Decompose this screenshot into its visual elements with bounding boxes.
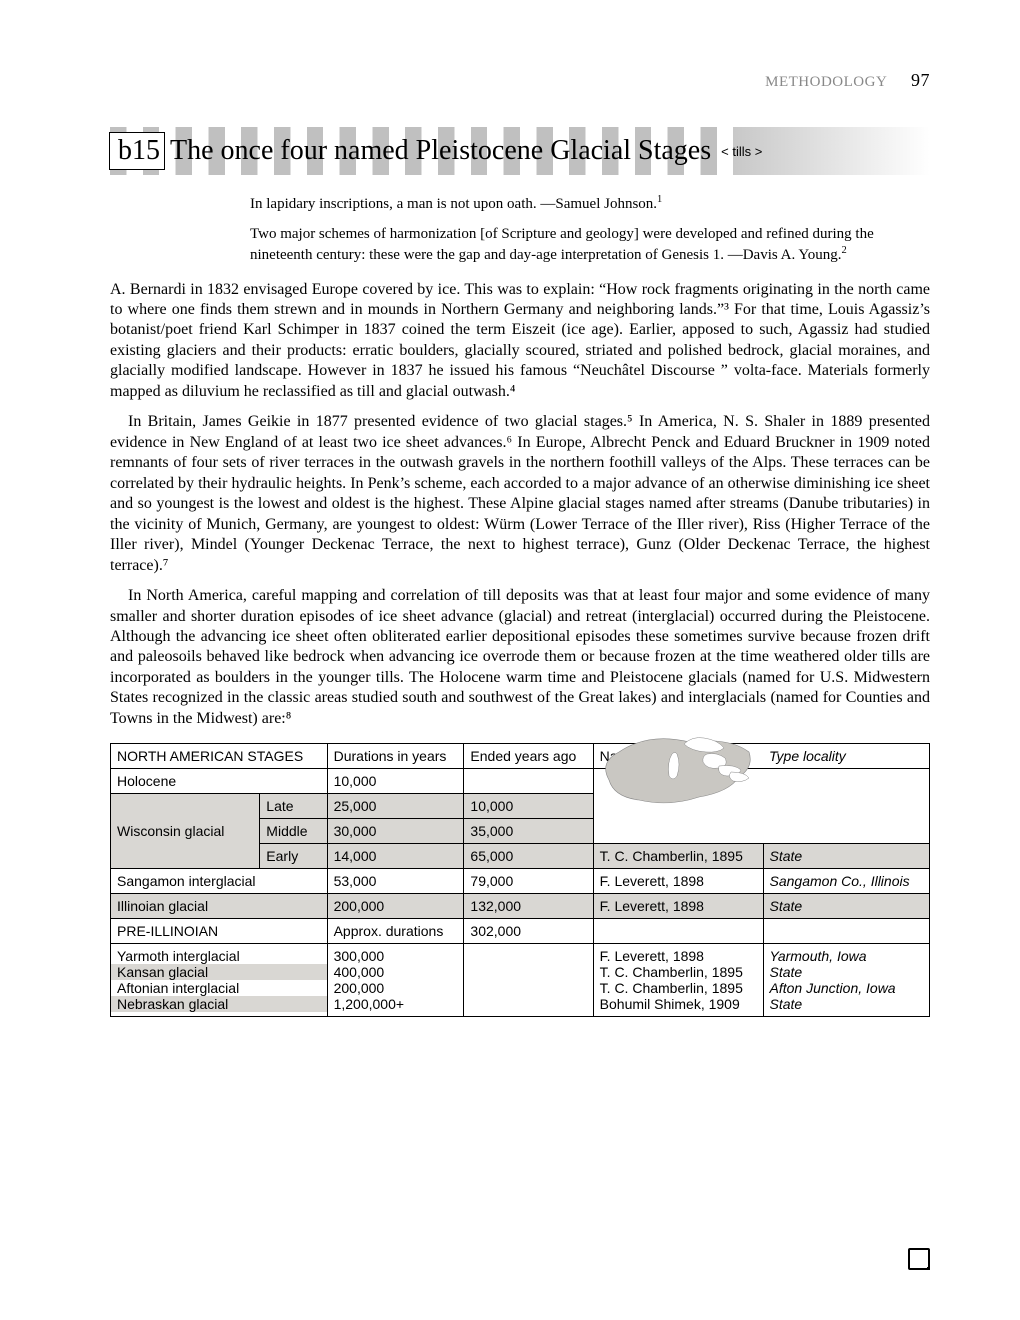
th-named: Named by	[593, 744, 763, 769]
pre-items-locality: Yarmouth, Iowa State Afton Junction, Iow…	[763, 944, 929, 1017]
pre-items-named: F. Leverett, 1898 T. C. Chamberlin, 1895…	[593, 944, 763, 1017]
running-header: METHODOLOGY 97	[110, 70, 930, 91]
section-name: METHODOLOGY	[765, 74, 887, 90]
th-ended: Ended years ago	[464, 744, 593, 769]
sangamon-label: Sangamon interglacial	[111, 869, 328, 894]
wisconsin-late: Late	[260, 794, 327, 819]
para-2: In Britain, James Geikie in 1877 present…	[110, 412, 930, 576]
pre-illinoian-label: PRE-ILLINOIAN	[111, 919, 328, 944]
epigraph-block: In lapidary inscriptions, a man is not u…	[250, 193, 900, 266]
para-3: In North America, careful mapping and co…	[110, 586, 930, 729]
end-of-section-icon	[908, 1248, 930, 1270]
title-tag: < tills >	[721, 144, 762, 159]
stages-table: NORTH AMERICAN STAGES Durations in years…	[110, 743, 930, 1017]
pre-items-durations: 300,000 400,000 200,000 1,200,000+	[327, 944, 464, 1017]
para-1: A. Bernardi in 1832 envisaged Europe cov…	[110, 280, 930, 403]
holocene-duration: 10,000	[327, 769, 464, 794]
epigraph-1: In lapidary inscriptions, a man is not u…	[250, 193, 900, 215]
body-text: A. Bernardi in 1832 envisaged Europe cov…	[110, 280, 930, 730]
pre-items-labels: Yarmoth interglacial Kansan glacial Afto…	[111, 944, 328, 1017]
wisconsin-middle: Middle	[260, 819, 327, 844]
th-locality: Type locality	[763, 744, 929, 769]
illinoian-label: Illinoian glacial	[111, 894, 328, 919]
th-stages: NORTH AMERICAN STAGES	[111, 744, 328, 769]
title-ref: b15	[110, 133, 164, 169]
th-durations: Durations in years	[327, 744, 464, 769]
epigraph-2: Two major schemes of harmonization [of S…	[250, 225, 900, 266]
wisconsin-early: Early	[260, 844, 327, 869]
wisconsin-label: Wisconsin glacial	[111, 794, 260, 869]
holocene-ended	[464, 769, 593, 794]
title-text: The once four named Pleistocene Glacial …	[166, 135, 715, 167]
page-number: 97	[911, 70, 930, 90]
title-band: b15 The once four named Pleistocene Glac…	[110, 127, 930, 175]
holocene-label: Holocene	[111, 769, 328, 794]
